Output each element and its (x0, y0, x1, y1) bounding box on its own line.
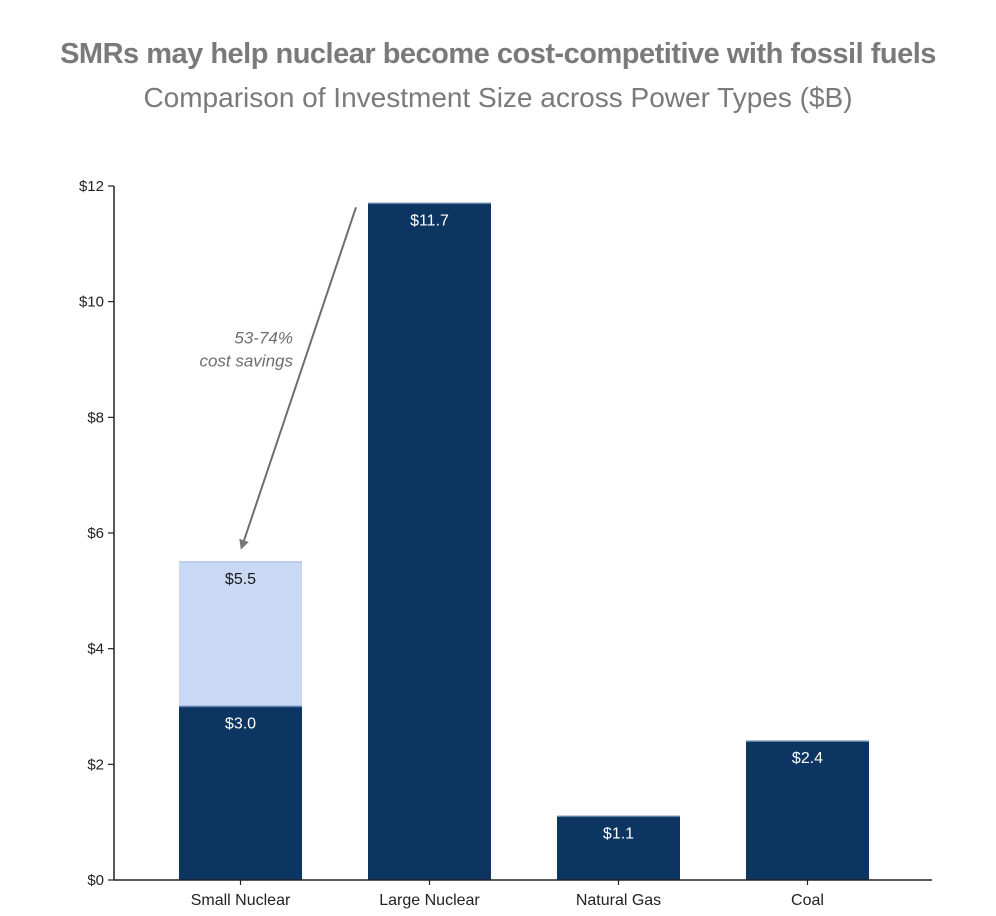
y-tick-label: $8 (87, 409, 104, 426)
data-label: $11.7 (410, 212, 449, 229)
annotation-arrow (239, 207, 357, 550)
x-tick-label: Small Nuclear (191, 892, 291, 909)
chart-title: SMRs may help nuclear become cost-compet… (60, 38, 936, 70)
data-label: $3.0 (225, 716, 256, 733)
y-tick-label: $6 (87, 525, 104, 542)
y-tick-label: $0 (87, 872, 104, 889)
y-tick-label: $2 (87, 756, 104, 773)
x-tick-label: Large Nuclear (379, 892, 480, 909)
data-label: $5.5 (225, 571, 256, 588)
y-tick-label: $10 (79, 294, 104, 311)
bar (557, 816, 680, 880)
x-tick-label: Natural Gas (576, 892, 661, 909)
bar (746, 741, 869, 880)
x-tick-label: Coal (791, 892, 824, 909)
annotation-text: cost savings (199, 352, 293, 371)
data-label: $2.4 (792, 750, 823, 767)
chart-subtitle: Comparison of Investment Size across Pow… (143, 82, 853, 113)
y-tick-label: $4 (87, 641, 104, 658)
bar (179, 706, 302, 880)
data-label: $1.1 (603, 825, 634, 842)
annotation-text: 53-74% (234, 329, 293, 348)
bar (368, 203, 491, 881)
y-tick-label: $12 (79, 178, 104, 195)
